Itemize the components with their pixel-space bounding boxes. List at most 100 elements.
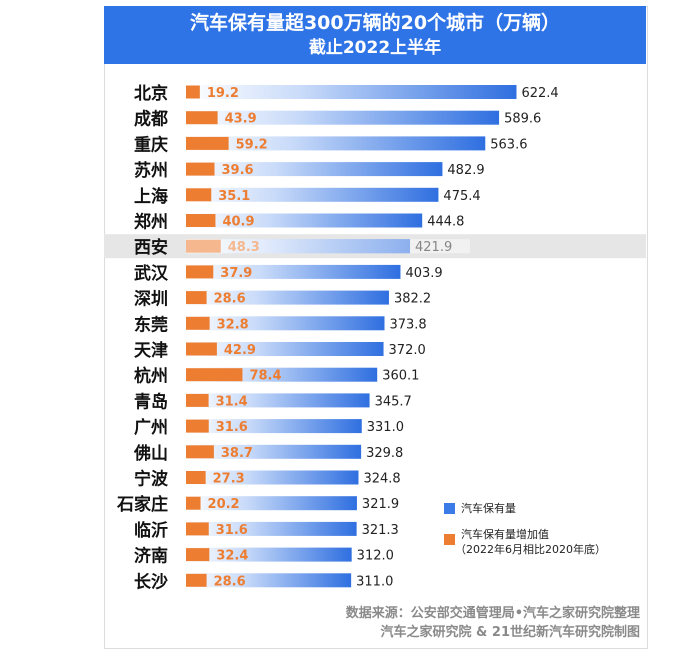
total-bar <box>186 419 362 434</box>
city-label: 广州 <box>134 417 168 438</box>
increase-value-label: 28.6 <box>214 292 246 307</box>
total-bar <box>186 470 359 485</box>
increase-bar <box>186 136 229 150</box>
total-value-label: 622.4 <box>521 86 558 101</box>
credit-line: 汽车之家研究院 & 21世纪新汽车研究院制图 <box>380 625 640 640</box>
total-value-label: 589.6 <box>504 112 541 127</box>
increase-value-label: 19.2 <box>207 86 239 101</box>
increase-bar <box>186 214 216 227</box>
increase-bar <box>186 573 207 587</box>
total-value-label: 373.8 <box>389 317 426 332</box>
chart-title: 汽车保有量超300万辆的20个城市（万辆） <box>189 12 561 34</box>
increase-bar <box>186 548 210 562</box>
total-value-label: 360.1 <box>382 369 419 384</box>
total-bar <box>186 136 486 151</box>
total-value-label: 321.9 <box>362 497 399 512</box>
increase-bar <box>186 419 209 433</box>
increase-value-label: 32.8 <box>217 317 249 332</box>
increase-bar <box>186 471 206 484</box>
legend-increase-swatch <box>444 534 455 545</box>
total-value-label: 563.6 <box>490 137 527 152</box>
chart-header: 汽车保有量超300万辆的20个城市（万辆） 截止2022上半年 <box>104 6 646 64</box>
legend-increase-label: 汽车保有量增加值 <box>461 528 549 541</box>
increase-bar <box>186 393 209 407</box>
total-bar <box>186 521 357 536</box>
total-value-label: 321.3 <box>362 523 399 538</box>
total-value-label: 311.0 <box>356 574 393 589</box>
increase-value-label: 38.7 <box>221 446 253 461</box>
increase-bar <box>186 291 207 305</box>
increase-bar <box>186 496 201 510</box>
city-label: 北京 <box>134 83 168 104</box>
increase-value-label: 78.4 <box>249 369 281 384</box>
city-label: 上海 <box>134 186 168 207</box>
city-label: 苏州 <box>134 160 168 181</box>
total-bar <box>186 239 411 254</box>
increase-value-label: 32.4 <box>216 549 248 564</box>
city-label: 杭州 <box>134 366 168 387</box>
city-label: 西安 <box>134 237 168 258</box>
increase-value-label: 31.6 <box>216 420 248 435</box>
city-label: 济南 <box>134 546 168 567</box>
increase-value-label: 40.9 <box>222 215 254 230</box>
total-value-label: 475.4 <box>443 189 480 204</box>
total-value-label: 382.2 <box>394 292 431 307</box>
increase-value-label: 59.2 <box>236 137 268 152</box>
city-label: 宁波 <box>134 469 169 490</box>
increase-value-label: 31.6 <box>216 523 248 538</box>
total-value-label: 312.0 <box>357 549 394 564</box>
increase-bar <box>186 522 209 536</box>
legend-total-swatch <box>444 503 455 514</box>
total-bar <box>186 110 500 125</box>
total-bar <box>186 496 357 511</box>
total-value-label: 329.8 <box>366 446 403 461</box>
total-bar <box>186 213 423 228</box>
total-bar <box>186 162 443 177</box>
total-value-label: 331.0 <box>367 420 404 435</box>
total-bar <box>186 85 517 99</box>
city-label: 东莞 <box>134 314 168 335</box>
total-value-label: 482.9 <box>447 163 484 178</box>
city-label: 重庆 <box>134 134 168 155</box>
city-label: 佛山 <box>133 443 168 464</box>
increase-value-label: 31.4 <box>216 394 248 409</box>
total-bar <box>186 316 385 331</box>
increase-bar <box>186 188 212 202</box>
total-bar <box>186 264 401 279</box>
total-bar <box>186 187 439 202</box>
source-footer: 数据来源：公安部交通管理局•汽车之家研究院整理 汽车之家研究院 & 21世纪新汽… <box>346 604 640 642</box>
city-label: 长沙 <box>134 571 168 592</box>
increase-bar <box>186 239 221 253</box>
increase-value-label: 37.9 <box>220 266 252 281</box>
total-bar <box>186 290 389 305</box>
increase-bar <box>186 445 214 459</box>
city-label: 青岛 <box>134 391 168 412</box>
increase-value-label: 27.3 <box>213 472 245 487</box>
total-value-label: 345.7 <box>375 394 412 409</box>
increase-value-label: 42.9 <box>224 343 256 358</box>
total-bar <box>186 573 352 588</box>
increase-bar <box>186 342 217 356</box>
total-value-label: 444.8 <box>427 215 464 230</box>
increase-value-label: 48.3 <box>228 240 260 255</box>
increase-bar <box>186 162 215 176</box>
chart-subtitle: 截止2022上半年 <box>308 38 442 58</box>
total-bar <box>186 393 370 408</box>
highlight-fade <box>186 239 471 254</box>
city-label: 石家庄 <box>116 494 168 515</box>
total-value-label: 421.9 <box>415 240 452 255</box>
increase-bar <box>186 85 200 99</box>
increase-value-label: 43.9 <box>225 112 257 127</box>
city-label: 成都 <box>134 109 168 130</box>
city-label: 天津 <box>134 340 168 361</box>
city-label: 深圳 <box>134 289 168 310</box>
increase-value-label: 35.1 <box>218 189 250 204</box>
legend-total-label: 汽车保有量 <box>461 502 516 515</box>
total-bar <box>186 444 362 459</box>
increase-bar <box>186 111 218 125</box>
increase-bar <box>186 316 210 330</box>
increase-bar <box>186 368 243 382</box>
total-value-label: 403.9 <box>405 266 442 281</box>
total-value-label: 372.0 <box>389 343 426 358</box>
